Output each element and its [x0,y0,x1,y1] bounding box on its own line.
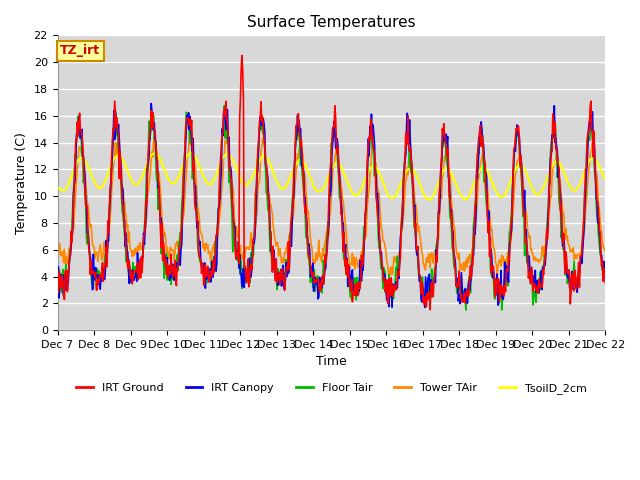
IRT Canopy [120,216,127,221]
IRT Canopy [399,211,406,217]
TsoilD_2cm [54,185,61,191]
TsoilD_2cm [120,158,127,164]
IRT Canopy [415,263,422,269]
Line: Floor Tair: Floor Tair [58,106,605,310]
Tower TAir [63,261,71,266]
Title: Surface Temperatures: Surface Temperatures [247,15,416,30]
Floor Tair [54,289,61,295]
Tower TAir [175,234,183,240]
Floor Tair [120,224,127,229]
Y-axis label: Temperature (C): Temperature (C) [15,132,28,234]
Line: IRT Ground: IRT Ground [58,55,605,310]
IRT Ground [602,280,609,286]
IRT Ground [120,212,127,217]
Line: IRT Canopy: IRT Canopy [58,104,605,307]
TsoilD_2cm [399,176,406,181]
X-axis label: Time: Time [316,355,347,369]
IRT Ground [238,52,246,58]
Legend: IRT Ground, IRT Canopy, Floor Tair, Tower TAir, TsoilD_2cm: IRT Ground, IRT Canopy, Floor Tair, Towe… [72,379,591,398]
Tower TAir [385,274,393,279]
TsoilD_2cm [426,197,433,203]
IRT Ground [426,307,434,312]
IRT Canopy [205,266,213,272]
Floor Tair [221,103,228,108]
IRT Canopy [147,101,155,107]
IRT Ground [54,276,61,282]
IRT Canopy [602,278,609,284]
Tower TAir [415,230,423,236]
Floor Tair [399,198,406,204]
Floor Tair [63,286,71,292]
Tower TAir [186,131,193,136]
Floor Tair [205,278,212,284]
Floor Tair [175,251,183,256]
IRT Canopy [177,262,184,268]
IRT Ground [175,243,183,249]
TsoilD_2cm [602,176,609,182]
TsoilD_2cm [175,172,183,178]
IRT Canopy [54,278,61,284]
Floor Tair [602,271,609,276]
Line: TsoilD_2cm: TsoilD_2cm [58,153,605,200]
Tower TAir [120,204,127,209]
Floor Tair [415,271,422,276]
Tower TAir [399,213,407,219]
IRT Ground [205,268,212,274]
Text: TZ_irt: TZ_irt [60,45,100,58]
IRT Canopy [63,275,71,280]
TsoilD_2cm [63,183,71,189]
IRT Ground [399,200,406,206]
IRT Ground [415,268,422,274]
Tower TAir [602,249,609,254]
Tower TAir [205,248,213,254]
TsoilD_2cm [205,181,213,187]
TsoilD_2cm [187,150,195,156]
Tower TAir [54,253,61,259]
IRT Canopy [421,304,429,310]
Line: Tower TAir: Tower TAir [58,133,605,276]
Floor Tair [462,307,470,313]
TsoilD_2cm [415,179,422,184]
IRT Ground [63,288,71,294]
